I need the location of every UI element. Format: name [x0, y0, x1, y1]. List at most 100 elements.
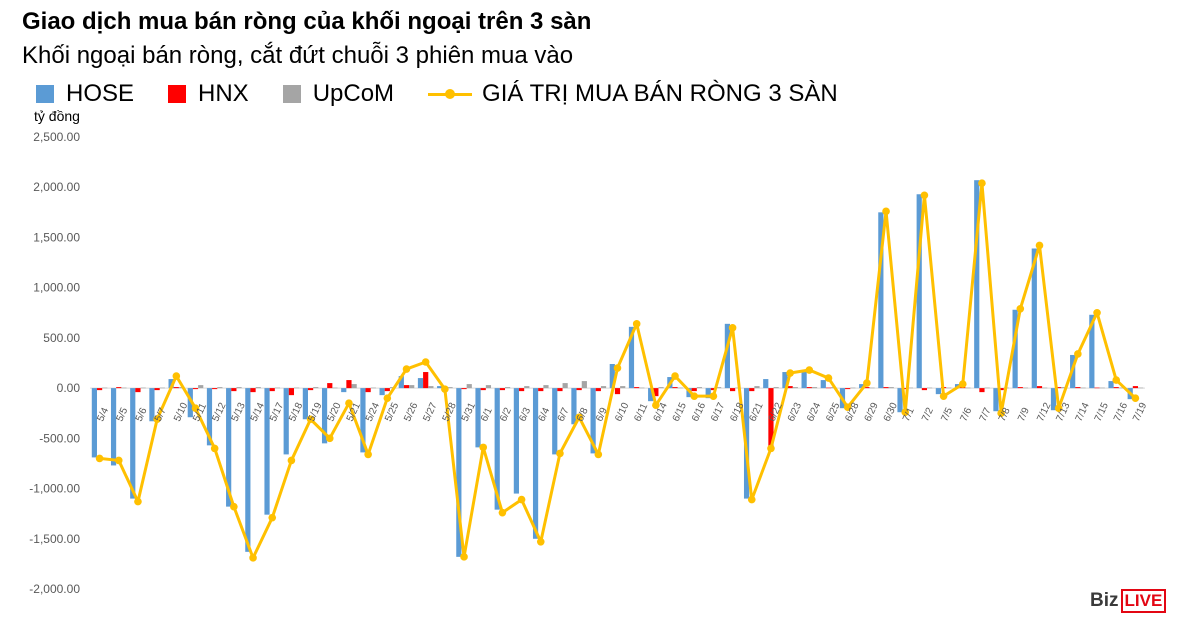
y-tick-label: 1,000.00: [33, 281, 80, 295]
net-value-point: [958, 380, 967, 388]
bar-upcom: [370, 387, 376, 389]
bar-hnx: [576, 388, 582, 391]
bar-upcom: [121, 387, 127, 389]
x-tick-label: 5/6: [134, 406, 150, 424]
y-tick-label: 0.00: [57, 381, 81, 395]
bar-hose: [1050, 388, 1057, 411]
legend-swatch-upcom: [282, 85, 301, 103]
x-tick-label: 6/10: [613, 401, 631, 424]
bar-upcom: [524, 386, 530, 389]
x-tick-label: 7/8: [997, 406, 1013, 424]
net-value-point: [1074, 350, 1082, 358]
y-tick-label: -2,000.00: [29, 582, 80, 596]
bar-upcom: [505, 387, 511, 389]
y-tick-label: -1,000.00: [29, 482, 80, 496]
chart-subtitle: Khối ngoại bán ròng, cắt đứt chuỗi 3 phi…: [22, 42, 574, 69]
bar-hnx: [135, 388, 141, 393]
x-tick-label: 5/4: [95, 406, 111, 424]
bar-hose: [571, 388, 577, 425]
bar-upcom: [850, 387, 856, 389]
net-value-line-group: [95, 179, 1140, 562]
x-tick-label: 7/9: [1016, 406, 1032, 424]
net-value-point: [287, 456, 296, 465]
bar-hnx: [461, 388, 467, 390]
bar-hose: [820, 380, 826, 389]
chart-title: Giao dịch mua bán ròng của khối ngoại tr…: [22, 8, 592, 35]
bar-hnx: [634, 387, 640, 389]
bar-upcom: [1099, 387, 1105, 389]
bar-hose: [379, 388, 385, 396]
net-value-point: [882, 207, 890, 216]
legend-item-upcom: UpCoM: [282, 80, 394, 108]
bar-hnx: [883, 387, 889, 389]
bar-upcom: [1061, 387, 1067, 389]
net-value-point: [1093, 308, 1101, 317]
bar-hnx: [902, 388, 908, 390]
x-tick-label: 7/16: [1112, 401, 1130, 424]
net-value-point: [747, 495, 756, 504]
x-axis: 5/4 5/5 5/6 5/7 5/10 5/11 5/12 5/13 5/14 5/17 5/18…: [95, 401, 1149, 424]
net-value-point: [709, 392, 718, 400]
bar-series-hose: [91, 180, 1133, 557]
bar-hose: [187, 388, 193, 418]
bar-hnx: [672, 387, 678, 389]
bar-hnx: [653, 388, 659, 397]
x-tick-label: 5/5: [115, 406, 131, 424]
legend-swatch-net-value: [428, 85, 473, 103]
bar-upcom: [236, 387, 242, 389]
bar-hnx: [1075, 387, 1081, 389]
y-tick-label: -500.00: [39, 431, 80, 445]
net-value-point: [920, 191, 929, 200]
x-tick-label: 7/2: [920, 406, 936, 424]
y-axis-unit-label: tỷ đồng: [34, 108, 80, 124]
bar-hnx: [864, 387, 870, 389]
net-value-point: [383, 394, 392, 402]
bar-hnx: [423, 372, 429, 389]
bar-hose: [916, 194, 922, 389]
bar-hose: [1108, 381, 1114, 389]
net-value-point: [613, 364, 622, 372]
bar-hnx: [192, 388, 199, 390]
x-tick-label: 6/23: [786, 401, 804, 424]
bar-upcom: [1080, 387, 1086, 389]
net-value-point: [460, 553, 468, 561]
bar-upcom: [198, 385, 204, 389]
bar-upcom: [965, 387, 971, 389]
x-tick-label: 7/12: [1035, 401, 1053, 424]
net-value-point: [210, 444, 219, 453]
net-value-point: [364, 450, 372, 459]
bar-hose: [974, 180, 980, 389]
bar-hnx: [557, 388, 563, 392]
bar-upcom: [562, 383, 568, 389]
net-value-point: [479, 443, 488, 452]
net-value-point: [786, 369, 794, 377]
x-tick-label: 5/13: [230, 401, 248, 424]
net-value-point: [575, 413, 583, 422]
net-value-point: [594, 450, 603, 459]
bar-upcom: [409, 385, 415, 389]
x-tick-label: 5/26: [402, 401, 420, 424]
bar-hose: [724, 323, 730, 389]
net-value-point: [1131, 394, 1140, 402]
bar-hnx: [288, 388, 295, 396]
bar-upcom: [1138, 387, 1144, 389]
bar-hnx: [1094, 387, 1100, 389]
bar-hose: [801, 371, 807, 389]
bar-hnx: [806, 387, 812, 389]
x-tick-label: 5/28: [441, 401, 459, 424]
bar-hnx: [499, 388, 506, 391]
bar-series-group: [91, 180, 1144, 557]
net-value-point: [632, 320, 641, 328]
net-value-point: [1035, 241, 1044, 250]
bar-upcom: [927, 387, 933, 389]
bar-upcom: [1042, 387, 1048, 389]
y-tick-label: 2,000.00: [33, 180, 80, 194]
bar-hose: [552, 388, 558, 455]
bar-series-upcom: [102, 381, 1144, 389]
bar-hnx: [787, 386, 793, 389]
bar-hose: [513, 388, 519, 494]
bar-hnx: [518, 388, 525, 392]
x-tick-label: 7/7: [978, 406, 994, 424]
net-value-point: [268, 513, 277, 522]
